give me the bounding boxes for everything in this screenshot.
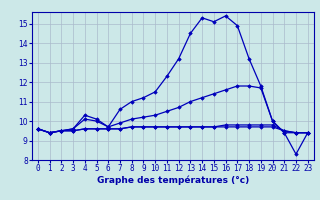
X-axis label: Graphe des températures (°c): Graphe des températures (°c) <box>97 176 249 185</box>
